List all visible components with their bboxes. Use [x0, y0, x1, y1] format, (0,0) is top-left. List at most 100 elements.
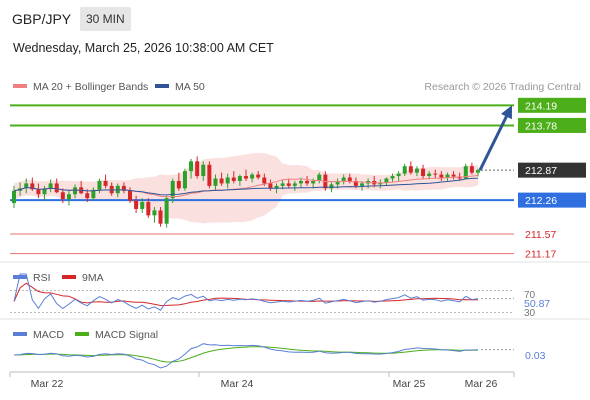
candle-body-61: [384, 178, 389, 183]
candle-body-19: [128, 190, 132, 201]
candle-body-13: [91, 189, 96, 199]
key-levels: 214.19 213.78 212.26 211.57 211.17: [10, 97, 586, 261]
ma50-legend-label: MA 50: [175, 81, 205, 93]
candle-body-9: [66, 194, 71, 200]
level-label-0: 214.19: [525, 100, 557, 112]
candle-body-2: [24, 183, 29, 189]
candle-body-20: [134, 200, 139, 209]
candle-body-69: [433, 173, 438, 175]
candle-body-16: [109, 185, 114, 194]
candle-body-50: [317, 174, 322, 181]
candle-body-53: [335, 180, 340, 185]
x-axis-ticks: Mar 22 Mar 24 Mar 25 Mar 26: [9, 372, 515, 390]
rsi-panel: [10, 273, 514, 313]
candle-body-47: [298, 180, 303, 184]
ma50-line: [13, 177, 479, 196]
level-tag-0: [518, 97, 586, 113]
last-price-tag: [518, 162, 586, 178]
rsi-legend-label: RSI: [33, 272, 51, 284]
level-label-1: 213.78: [525, 120, 557, 132]
level-tag-1: [518, 117, 586, 133]
candle-body-44: [280, 183, 285, 186]
candle-body-7: [54, 183, 59, 193]
macd-legend-swatch: [13, 332, 27, 336]
candle-body-71: [445, 174, 450, 178]
candle-body-62: [390, 176, 395, 179]
forecast-arrow-head: [501, 105, 512, 120]
credit-label: Research © 2026 Trading Central: [424, 81, 581, 93]
candle-body-12: [85, 193, 90, 199]
candle-body-46: [292, 183, 297, 186]
candle-body-66: [414, 168, 419, 173]
macd-line: [13, 343, 479, 369]
candle-body-29: [189, 161, 194, 172]
rsi-legend-swatch: [13, 275, 27, 279]
candle-body-76: [476, 170, 480, 173]
symbol-label: GBP/JPY: [12, 11, 72, 27]
candle-body-22: [146, 202, 151, 216]
candle-body-21: [140, 202, 145, 209]
candle-body-35: [225, 177, 230, 184]
x-tick-label-1: Mar 24: [221, 378, 254, 390]
macd-panel: [13, 343, 514, 369]
candle-body-43: [274, 185, 279, 189]
candle-body-6: [48, 183, 53, 189]
rsi-ma-legend-label: 9MA: [82, 272, 104, 284]
macd-legend-label: MACD: [33, 329, 64, 341]
candle-body-32: [207, 164, 212, 186]
candle-body-54: [341, 177, 346, 181]
candle-body-40: [256, 174, 261, 178]
candle-body-67: [421, 168, 426, 177]
datetime-label: Wednesday, March 25, 2026 10:38:00 AM CE…: [13, 41, 274, 55]
price-tags: 212.87: [481, 162, 586, 178]
macd-signal-legend-label: MACD Signal: [95, 329, 158, 341]
candle-body-52: [329, 184, 334, 189]
macd-signal-line: [13, 346, 479, 363]
x-tick-label-0: Mar 22: [31, 378, 64, 390]
candle-body-56: [353, 180, 358, 186]
candle-body-33: [213, 178, 218, 186]
rsi-ma-legend-swatch: [62, 275, 76, 279]
candle-body-0: [12, 190, 16, 204]
candle-body-34: [219, 178, 224, 184]
candle-body-26: [170, 180, 175, 199]
candle-body-5: [42, 188, 47, 195]
candle-body-75: [469, 166, 474, 173]
candle-body-70: [439, 174, 444, 178]
candle-body-49: [311, 180, 316, 184]
forecast-arrow-shaft: [478, 112, 510, 171]
timeframe-button[interactable]: 30 MIN: [80, 7, 131, 31]
forecast-arrow: [478, 105, 512, 171]
x-tick-label-2: Mar 25: [393, 378, 426, 390]
ma50-legend-swatch: [155, 84, 169, 88]
candle-body-15: [103, 180, 108, 186]
candle-body-64: [402, 166, 407, 174]
candle-body-39: [250, 174, 255, 179]
candle-body-28: [182, 171, 187, 189]
rsi-ma-line: [13, 282, 479, 307]
level-label-3: 211.57: [525, 229, 556, 241]
candle-body-24: [158, 210, 163, 224]
rsi-level-30: 30: [524, 308, 536, 319]
candle-body-25: [164, 198, 169, 224]
candle-body-10: [73, 187, 78, 195]
level-label-4: 211.17: [525, 249, 556, 261]
candle-body-8: [60, 192, 65, 200]
candle-body-4: [36, 189, 41, 195]
candle-body-30: [195, 161, 200, 177]
candle-body-65: [408, 166, 413, 173]
candle-body-48: [305, 180, 310, 184]
candle-body-63: [396, 173, 401, 177]
macd-signal-legend-swatch: [75, 332, 89, 336]
ma20-legend-label: MA 20 + Bollinger Bands: [33, 81, 148, 93]
level-tag-2: [518, 192, 586, 208]
candle-body-36: [231, 177, 236, 181]
rsi-line: [13, 273, 479, 311]
candle-body-74: [463, 166, 468, 179]
candle-body-27: [176, 180, 181, 189]
level-label-2: 212.26: [525, 195, 557, 207]
candle-body-68: [427, 173, 432, 177]
macd-last-value: 0.03: [525, 350, 546, 362]
candle-body-31: [201, 164, 206, 177]
